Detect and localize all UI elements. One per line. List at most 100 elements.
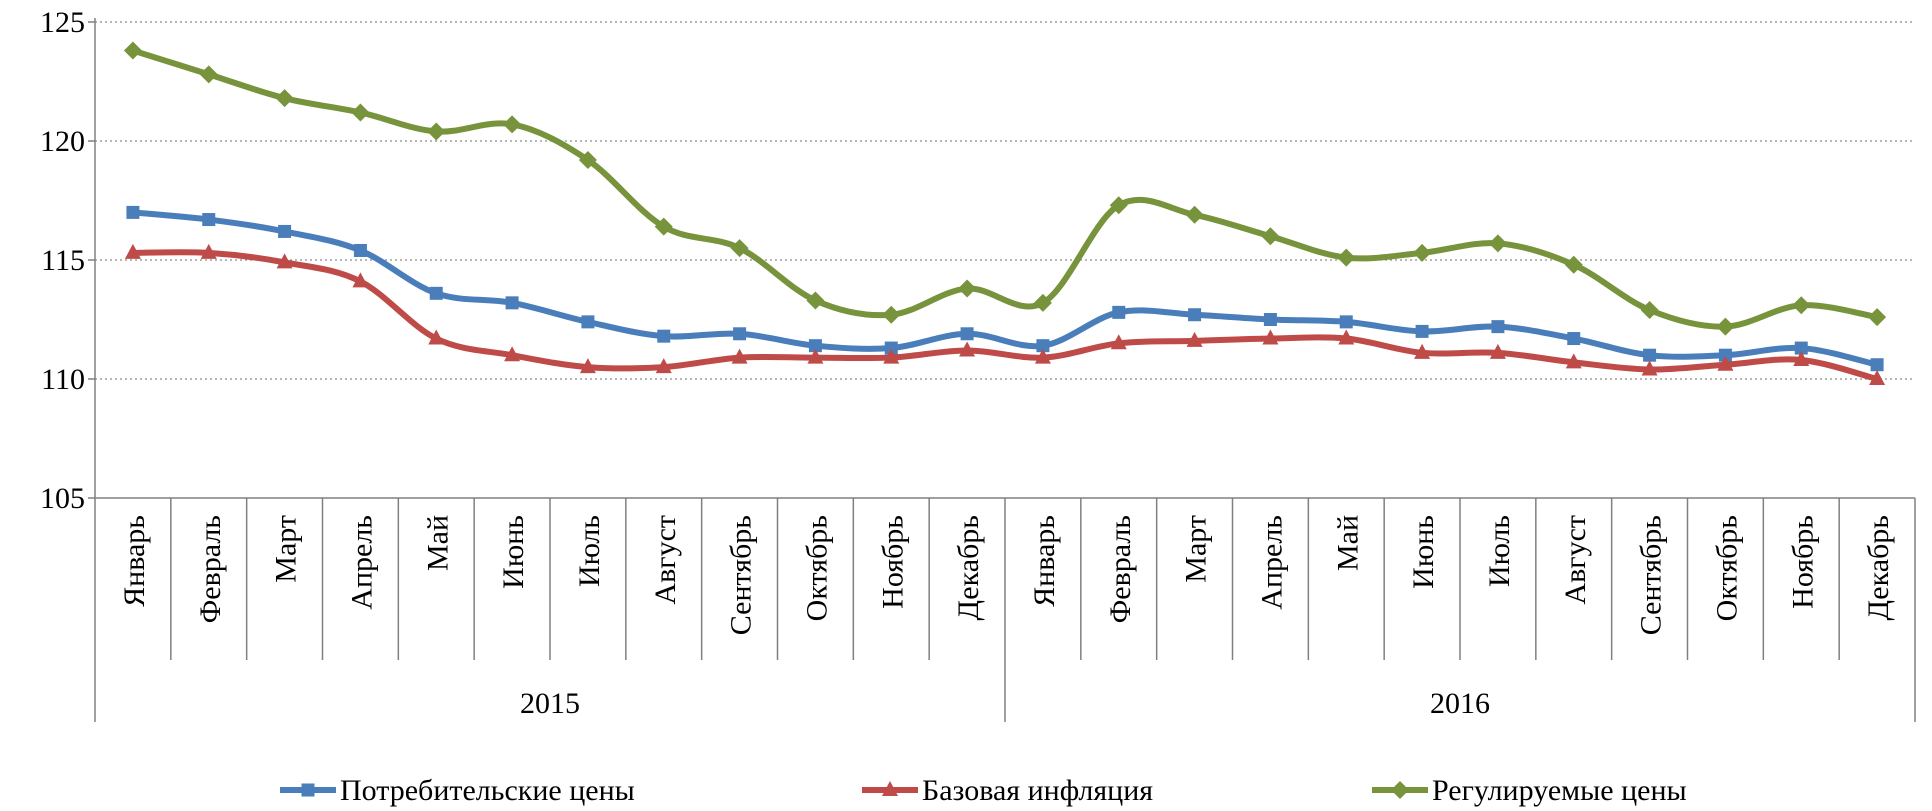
series-1 xyxy=(126,205,1884,372)
series-line xyxy=(129,47,1881,330)
legend-item: Регулируемые цены xyxy=(1372,774,1687,807)
legend-label: Регулируемые цены xyxy=(1432,774,1687,807)
data-point xyxy=(353,243,367,257)
data-point xyxy=(807,348,824,364)
data-point xyxy=(883,348,900,364)
data-point xyxy=(199,65,218,84)
data-point xyxy=(1643,348,1657,362)
data-point xyxy=(1567,332,1581,346)
data-point xyxy=(351,103,370,122)
legend-marker xyxy=(301,783,315,797)
data-point xyxy=(1792,296,1811,315)
x-tick-label: Август xyxy=(649,515,682,605)
data-point xyxy=(1716,317,1735,336)
x-tick-label: Октябрь xyxy=(1710,515,1743,621)
data-point xyxy=(505,296,519,310)
legend-label: Базовая инфляция xyxy=(922,774,1153,807)
x-tick-label: Апрель xyxy=(1255,515,1288,610)
data-point xyxy=(1414,343,1431,359)
data-point xyxy=(427,122,446,141)
data-point xyxy=(579,358,596,374)
data-point xyxy=(1261,227,1280,246)
data-point xyxy=(1263,313,1277,326)
legend-label: Потребительские цены xyxy=(340,774,635,807)
gridlines xyxy=(95,21,1915,380)
data-point xyxy=(352,272,369,288)
x-tick-label: Ноябрь xyxy=(876,515,909,609)
data-point xyxy=(1793,350,1810,366)
x-tick-label: Январь xyxy=(118,515,151,607)
axes xyxy=(88,18,1916,722)
data-point xyxy=(1564,255,1583,274)
data-point xyxy=(1641,360,1658,376)
legend-item: Потребительские цены xyxy=(280,774,635,807)
x-tick-label: Март xyxy=(270,515,303,583)
data-point xyxy=(1033,293,1052,312)
data-point xyxy=(1488,234,1507,253)
y-tick-label: 115 xyxy=(41,244,85,277)
x-tick-label: Ноябрь xyxy=(1786,515,1819,609)
x-tick-label: Август xyxy=(1559,515,1592,605)
data-point xyxy=(1034,348,1051,364)
data-point xyxy=(1185,205,1204,224)
series-3 xyxy=(123,41,1887,336)
y-axis-tick-labels: 105 110 115 120 125 xyxy=(40,6,85,515)
x-tick-label: Февраль xyxy=(194,515,227,623)
data-point xyxy=(200,243,217,259)
data-point xyxy=(1717,355,1734,371)
data-point xyxy=(581,315,595,329)
data-point xyxy=(730,239,749,258)
group-label: 2016 xyxy=(1430,687,1490,720)
legend-marker xyxy=(882,781,898,796)
x-tick-label: Июнь xyxy=(1407,515,1440,589)
y-tick-label: 120 xyxy=(40,125,85,158)
x-tick-label: Июнь xyxy=(497,515,530,589)
series-2 xyxy=(124,243,1886,385)
data-point xyxy=(884,341,898,355)
x-tick-label: Февраль xyxy=(1104,515,1137,623)
legend-item: Базовая инфляция xyxy=(862,774,1153,807)
y-tick-label: 110 xyxy=(41,363,85,396)
y-tick-label: 125 xyxy=(40,6,85,39)
data-point xyxy=(1036,339,1050,353)
x-tick-label: Май xyxy=(1331,515,1364,571)
x-tick-label: Сентябрь xyxy=(725,515,758,635)
data-point xyxy=(429,286,443,300)
data-point xyxy=(123,41,142,60)
data-point xyxy=(1565,353,1582,369)
data-point xyxy=(1188,308,1202,322)
x-tick-label: Декабрь xyxy=(1862,515,1895,621)
data-point xyxy=(276,253,293,269)
group-label: 2015 xyxy=(520,687,580,720)
x-tick-label: Март xyxy=(1180,515,1213,583)
data-point xyxy=(1186,331,1203,347)
data-point xyxy=(1868,308,1887,327)
data-point xyxy=(1491,320,1505,334)
data-point xyxy=(428,329,445,345)
data-point xyxy=(1870,358,1884,372)
x-tick-label: Октябрь xyxy=(800,515,833,621)
x-tick-label: Декабрь xyxy=(952,515,985,621)
legend-marker xyxy=(1391,781,1409,799)
x-tick-label: Июль xyxy=(573,515,606,587)
data-point xyxy=(731,348,748,364)
data-point xyxy=(1339,315,1353,329)
data-point xyxy=(503,115,522,134)
data-point xyxy=(1415,324,1429,338)
data-point xyxy=(1112,305,1126,319)
data-point xyxy=(278,224,292,238)
data-point xyxy=(1110,334,1127,350)
data-point xyxy=(1338,329,1355,345)
data-point xyxy=(1413,243,1432,262)
series-lines xyxy=(123,41,1887,385)
data-point xyxy=(657,329,671,343)
y-tick-label: 105 xyxy=(40,482,85,515)
data-point xyxy=(960,327,974,341)
x-tick-label: Сентябрь xyxy=(1635,515,1668,635)
data-point xyxy=(578,151,597,170)
x-tick-label: Январь xyxy=(1028,515,1061,607)
data-point xyxy=(806,291,825,310)
legend: Потребительские цены Базовая инфляция Регу… xyxy=(280,774,1687,807)
data-point xyxy=(882,305,901,324)
